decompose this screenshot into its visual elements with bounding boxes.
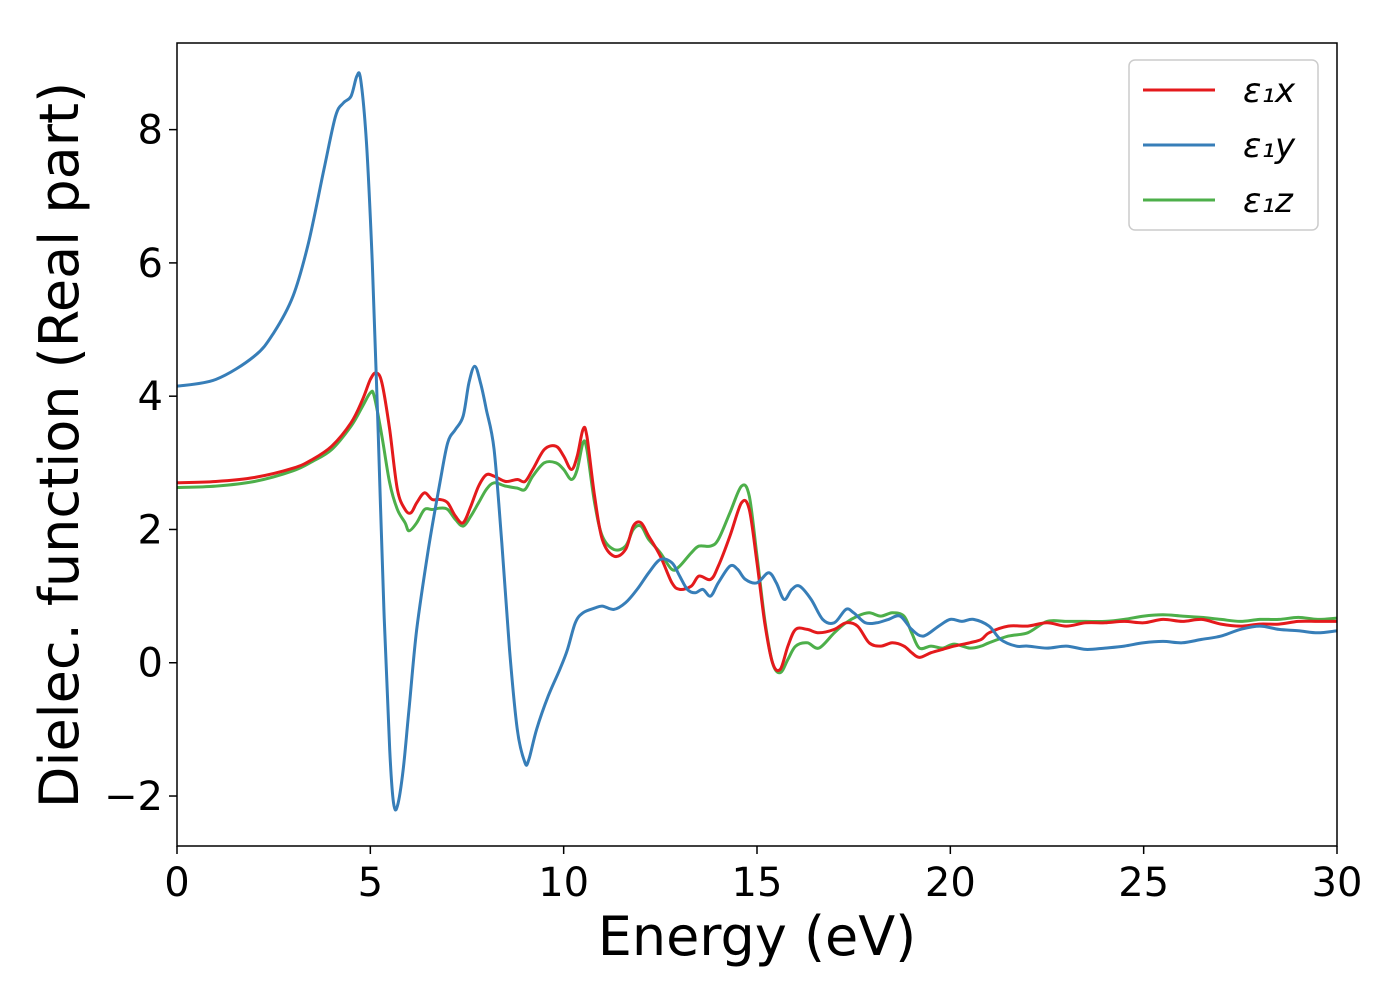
series-line-1 [177,71,1337,812]
series-line-0 [177,371,1337,673]
x-tick-label: 10 [538,860,589,906]
legend-box [1128,59,1319,231]
legend-label-0: ε₁x [1243,71,1296,111]
x-axis-title: Energy (eV) [598,905,917,968]
y-tick-label: 6 [138,241,163,287]
y-axis-title: Dielec. function (Real part) [28,82,91,808]
y-tick-label: 0 [138,641,163,687]
x-tick-label: 25 [1118,860,1169,906]
series-line-2 [177,389,1337,675]
y-axis: −2 0 2 4 6 8 [104,108,177,820]
y-tick-label: 8 [138,108,163,154]
x-tick-label: 20 [925,860,976,906]
x-tick-label: 5 [358,860,383,906]
y-tick-label: −2 [104,774,163,820]
x-axis: 0 5 10 15 20 25 30 [164,846,1362,906]
series-layer [177,71,1337,812]
legend-label-2: ε₁z [1243,181,1294,221]
y-tick-label: 2 [138,507,163,553]
x-tick-label: 15 [732,860,783,906]
legend: ε₁x ε₁y ε₁z [1128,59,1319,231]
x-tick-label: 0 [164,860,189,906]
y-tick-label: 4 [138,374,163,420]
x-tick-label: 30 [1312,860,1363,906]
legend-label-1: ε₁y [1243,126,1296,166]
